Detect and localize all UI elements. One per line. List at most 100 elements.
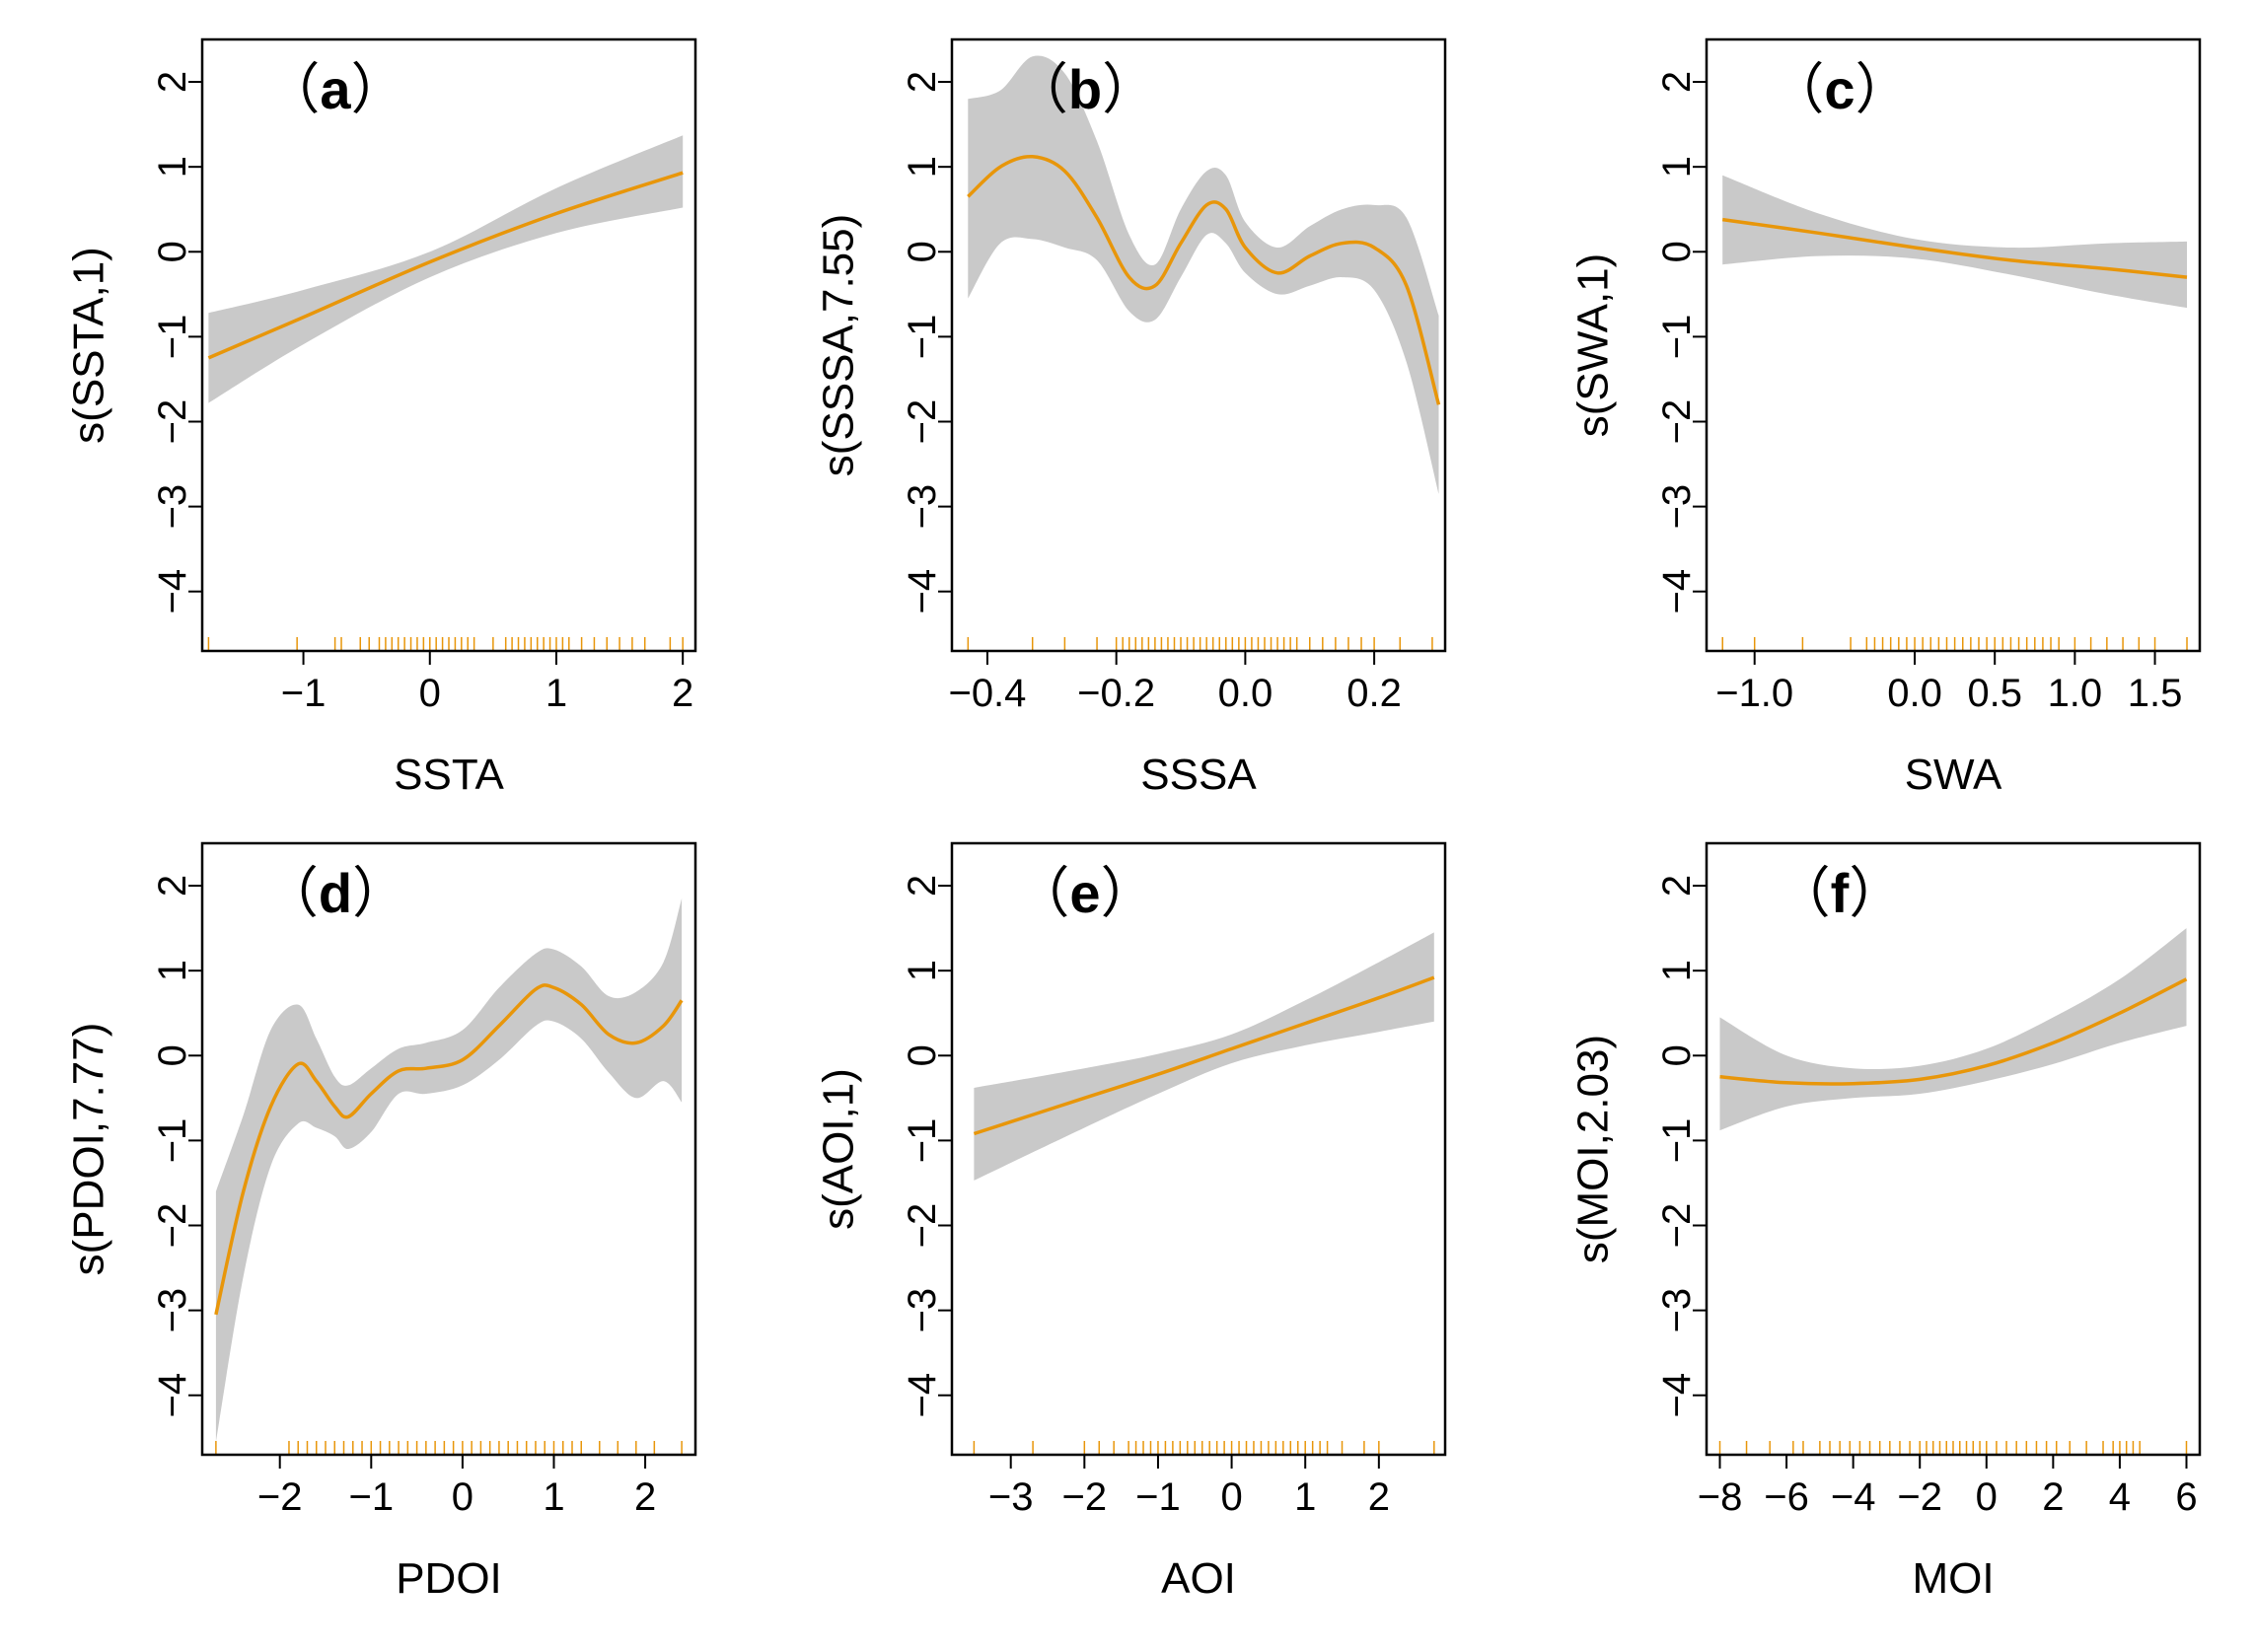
x-tick-label: 4 — [2109, 1475, 2131, 1519]
y-tick-label: −1 — [901, 1118, 944, 1164]
y-tick-label: 0 — [1655, 241, 1699, 262]
rug-f — [1718, 1441, 2188, 1454]
y-axis-title: s(AOI,1) — [815, 1068, 863, 1230]
y-tick-label: −4 — [1655, 1373, 1699, 1418]
confidence-band-e — [974, 932, 1434, 1181]
x-tick-label: −1 — [348, 1475, 394, 1519]
x-tick-label: −0.4 — [948, 672, 1026, 715]
x-tick-label: 1 — [543, 1475, 564, 1519]
y-tick-label: 1 — [901, 960, 944, 981]
y-tick-label: 1 — [1655, 960, 1699, 981]
x-tick-label: −2 — [1062, 1475, 1108, 1519]
panel-d: −4 −3 −2 −1 0 1 2 −2 −1 0 1 2 PDOI s(PDOI,7.77) （d） — [65, 841, 697, 1603]
panel-tag-b: （b） — [1013, 58, 1157, 121]
x-tick-label: 0.2 — [1346, 672, 1402, 715]
y-tick-label: 1 — [151, 156, 194, 178]
y-tick-label: 2 — [151, 71, 194, 93]
y-tick-label: 0 — [151, 1044, 194, 1066]
y-tick-label: −3 — [151, 484, 194, 530]
confidence-band-b — [968, 55, 1439, 494]
y-tick-label: −2 — [901, 399, 944, 445]
panel-b: −4 −3 −2 −1 0 1 2 −0.4 −0.2 0.0 0.2 SSSA s(SSSA,7.55… — [815, 37, 1447, 799]
panel-tag-d: （d） — [263, 862, 407, 925]
y-tick-label: 2 — [1655, 71, 1699, 93]
smooth-line-b — [967, 155, 1441, 405]
rug-a — [207, 637, 684, 650]
x-tick-label: 0 — [452, 1475, 473, 1519]
panel-a: −4 −3 −2 −1 0 1 2 −1 0 1 2 SSTA s(SSTA,1) （a） — [65, 37, 697, 799]
rug-b — [967, 637, 1433, 650]
y-tick-label: −2 — [151, 399, 194, 445]
y-axis-title: s(PDOI,7.77) — [65, 1023, 113, 1276]
y-tick-label: −3 — [1655, 484, 1699, 530]
y-tick-label: −4 — [1655, 569, 1699, 614]
x-tick-label: 0.5 — [1967, 672, 2022, 715]
panel-tag-f: （f） — [1776, 862, 1905, 925]
x-tick-label: −1 — [1135, 1475, 1181, 1519]
x-axis-title: PDOI — [396, 1554, 502, 1603]
x-axis-title: SSTA — [394, 751, 504, 799]
plot-frame-b — [950, 37, 1447, 653]
x-tick-label: −2 — [257, 1475, 303, 1519]
plot-frame-a — [200, 37, 697, 653]
panel-e: −4 −3 −2 −1 0 1 2 −3 −2 −1 0 1 2 AOI s(AOI,1) （e） — [815, 841, 1447, 1603]
smooth-line-a — [207, 171, 684, 360]
y-tick-label: −3 — [901, 1288, 944, 1333]
x-tick-label: 1.5 — [2128, 672, 2183, 715]
x-axis-title: MOI — [1912, 1554, 1994, 1603]
confidence-band-d — [215, 898, 683, 1443]
y-tick-label: −3 — [1655, 1288, 1699, 1333]
y-tick-label: 2 — [1655, 875, 1699, 897]
y-axis-title: s(MOI,2.03) — [1569, 1035, 1618, 1263]
x-tick-label: −1 — [281, 672, 327, 715]
plot-frame-c — [1705, 37, 2202, 653]
x-tick-label: −4 — [1831, 1475, 1876, 1519]
x-tick-label: −0.2 — [1077, 672, 1155, 715]
y-tick-label: 2 — [901, 875, 944, 897]
x-axis-title: SSSA — [1140, 751, 1257, 799]
y-tick-label: 2 — [901, 71, 944, 93]
y-tick-label: −4 — [901, 1373, 944, 1418]
confidence-band-a — [208, 135, 684, 403]
y-tick-label: −4 — [901, 569, 944, 614]
x-axis-title: SWA — [1905, 751, 2002, 799]
y-tick-label: 1 — [151, 960, 194, 981]
x-tick-label: −8 — [1698, 1475, 1743, 1519]
x-axis-title: AOI — [1161, 1554, 1236, 1603]
x-tick-label: 6 — [2175, 1475, 2197, 1519]
y-tick-label: −1 — [1655, 315, 1699, 360]
y-tick-label: −3 — [901, 484, 944, 530]
panel-c: −4 −3 −2 −1 0 1 2 −1.0 0.0 0.5 1.0 1.5 SWA s(SWA,1) （c… — [1569, 37, 2202, 799]
y-tick-label: 2 — [151, 875, 194, 897]
y-tick-label: −2 — [1655, 1203, 1699, 1249]
smooth-line-c — [1721, 217, 2188, 279]
y-tick-label: −2 — [151, 1203, 194, 1249]
panel-tag-c: （c） — [1769, 58, 1910, 121]
confidence-band-f — [1719, 928, 2187, 1131]
y-tick-label: −1 — [151, 315, 194, 360]
smooth-line-f — [1719, 977, 2188, 1086]
x-tick-label: 0.0 — [1887, 672, 1942, 715]
y-tick-label: −4 — [151, 569, 194, 614]
x-tick-label: 1 — [546, 672, 567, 715]
confidence-band-c — [1722, 175, 2187, 309]
y-tick-label: −1 — [151, 1118, 194, 1164]
x-tick-label: 2 — [1368, 1475, 1390, 1519]
y-tick-label: 0 — [901, 1044, 944, 1066]
rug-c — [1721, 637, 2188, 650]
plot-frame-e — [950, 841, 1447, 1457]
x-tick-label: 1.0 — [2048, 672, 2103, 715]
y-axis-title: s(SWA,1) — [1569, 253, 1618, 438]
rug-d — [215, 1441, 683, 1454]
x-tick-label: 2 — [634, 1475, 656, 1519]
y-tick-label: 0 — [151, 241, 194, 262]
y-tick-label: 0 — [901, 241, 944, 262]
x-tick-label: −3 — [988, 1475, 1034, 1519]
x-tick-label: 0 — [1976, 1475, 1998, 1519]
y-tick-label: −2 — [901, 1203, 944, 1249]
y-axis-title: s(SSSA,7.55) — [815, 214, 863, 477]
x-tick-label: 1 — [1294, 1475, 1316, 1519]
y-tick-label: 0 — [1655, 1044, 1699, 1066]
y-tick-label: −4 — [151, 1373, 194, 1418]
